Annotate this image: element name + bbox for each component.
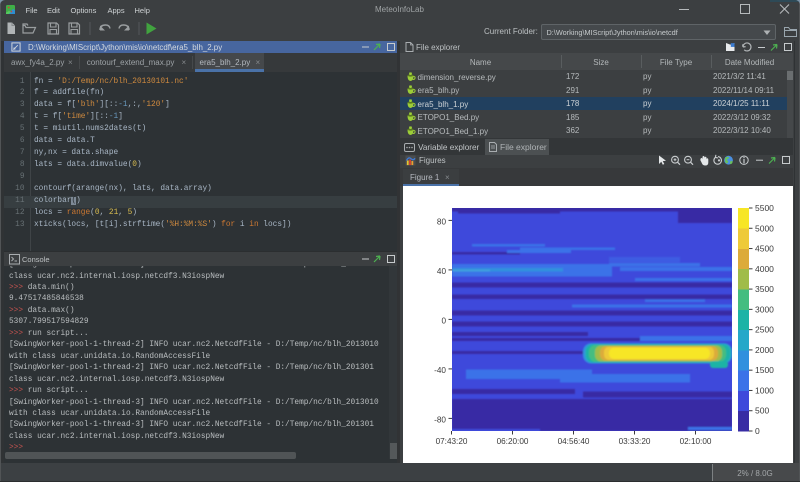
svg-text:4000: 4000 — [755, 264, 774, 274]
svg-text:-40: -40 — [434, 366, 446, 375]
svg-text:06:20:00: 06:20:00 — [497, 437, 529, 446]
svg-text:3500: 3500 — [755, 284, 774, 294]
svg-text:5500: 5500 — [755, 203, 774, 213]
svg-text:02:10:00: 02:10:00 — [680, 437, 712, 446]
svg-text:03:33:20: 03:33:20 — [619, 437, 651, 446]
svg-text:2500: 2500 — [755, 325, 774, 335]
svg-text:04:56:40: 04:56:40 — [558, 437, 590, 446]
svg-text:-80: -80 — [434, 415, 446, 424]
svg-text:1000: 1000 — [755, 385, 774, 395]
svg-text:0: 0 — [441, 316, 446, 325]
svg-text:07:43:20: 07:43:20 — [436, 437, 468, 446]
svg-text:5000: 5000 — [755, 223, 774, 233]
svg-text:0: 0 — [755, 426, 760, 436]
svg-text:1500: 1500 — [755, 365, 774, 375]
svg-text:2000: 2000 — [755, 345, 774, 355]
svg-text:500: 500 — [755, 406, 769, 416]
svg-text:80: 80 — [437, 217, 447, 226]
svg-text:3000: 3000 — [755, 304, 774, 314]
svg-text:4500: 4500 — [755, 244, 774, 254]
svg-text:40: 40 — [437, 267, 447, 276]
